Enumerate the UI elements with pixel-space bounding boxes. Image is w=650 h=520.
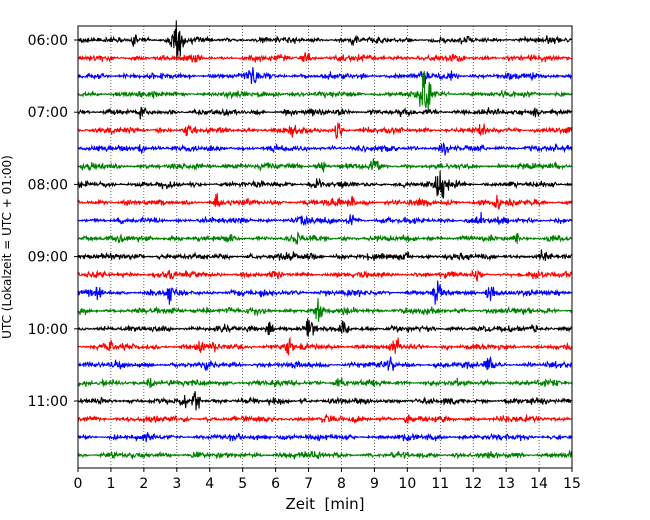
trace-0700 — [77, 106, 573, 120]
x-axis-label: Zeit [min] — [285, 495, 364, 513]
y-tick-label: 07:00 — [28, 105, 68, 121]
trace-0900 — [77, 249, 573, 262]
trace-1000 — [77, 318, 573, 337]
trace-0630 — [77, 67, 573, 85]
y-axis-label: UTC (Lokalzeit = UTC + 01:00) — [0, 155, 14, 339]
trace-0800 — [77, 170, 573, 199]
x-tick-label: 3 — [172, 476, 181, 492]
x-tick-label: 7 — [304, 476, 313, 492]
trace-1115 — [77, 413, 573, 424]
trace-1100 — [77, 391, 573, 411]
seismogram-traces — [77, 20, 573, 460]
x-tick-label: 5 — [238, 476, 247, 492]
trace-0645 — [77, 71, 573, 112]
trace-0945 — [77, 298, 573, 322]
y-tick-label: 11:00 — [28, 394, 68, 410]
plot-frame — [77, 25, 573, 469]
x-tick-label: 8 — [337, 476, 346, 492]
x-tick-label: 2 — [139, 476, 148, 492]
trace-0930 — [77, 280, 573, 305]
trace-0715 — [77, 122, 573, 139]
trace-0845 — [77, 231, 573, 245]
trace-0600 — [77, 20, 573, 61]
x-tick-label: 13 — [497, 476, 515, 492]
trace-1030 — [77, 355, 573, 372]
x-tick-label: 6 — [271, 476, 280, 492]
y-tick-label: 10:00 — [28, 322, 68, 338]
trace-1145 — [77, 449, 573, 460]
x-tick-label: 1 — [106, 476, 115, 492]
trace-1130 — [77, 432, 573, 443]
trace-0615 — [77, 52, 573, 64]
trace-1015 — [77, 336, 573, 356]
y-tick-label: 09:00 — [28, 250, 68, 266]
trace-0745 — [77, 158, 573, 173]
trace-1045 — [77, 377, 573, 389]
x-tick-label: 11 — [431, 476, 449, 492]
x-tick-label: 0 — [74, 476, 83, 492]
trace-0915 — [77, 268, 573, 282]
trace-0730 — [77, 141, 573, 156]
x-tick-label: 9 — [370, 476, 379, 492]
trace-0830 — [77, 212, 573, 227]
y-tick-label: 06:00 — [28, 33, 68, 49]
y-axis-ticks: 06:00 07:00 08:00 09:00 10:00 11:00 — [28, 33, 78, 410]
x-tick-label: 15 — [563, 476, 581, 492]
x-tick-label: 4 — [205, 476, 214, 492]
x-tick-label: 10 — [398, 476, 416, 492]
x-tick-label: 12 — [464, 476, 482, 492]
x-axis-ticks: 0 1 2 3 4 5 6 7 8 9 10 11 12 13 14 15 — [74, 468, 581, 492]
trace-0815 — [77, 193, 573, 210]
y-tick-label: 08:00 — [28, 177, 68, 193]
x-tick-label: 14 — [530, 476, 548, 492]
